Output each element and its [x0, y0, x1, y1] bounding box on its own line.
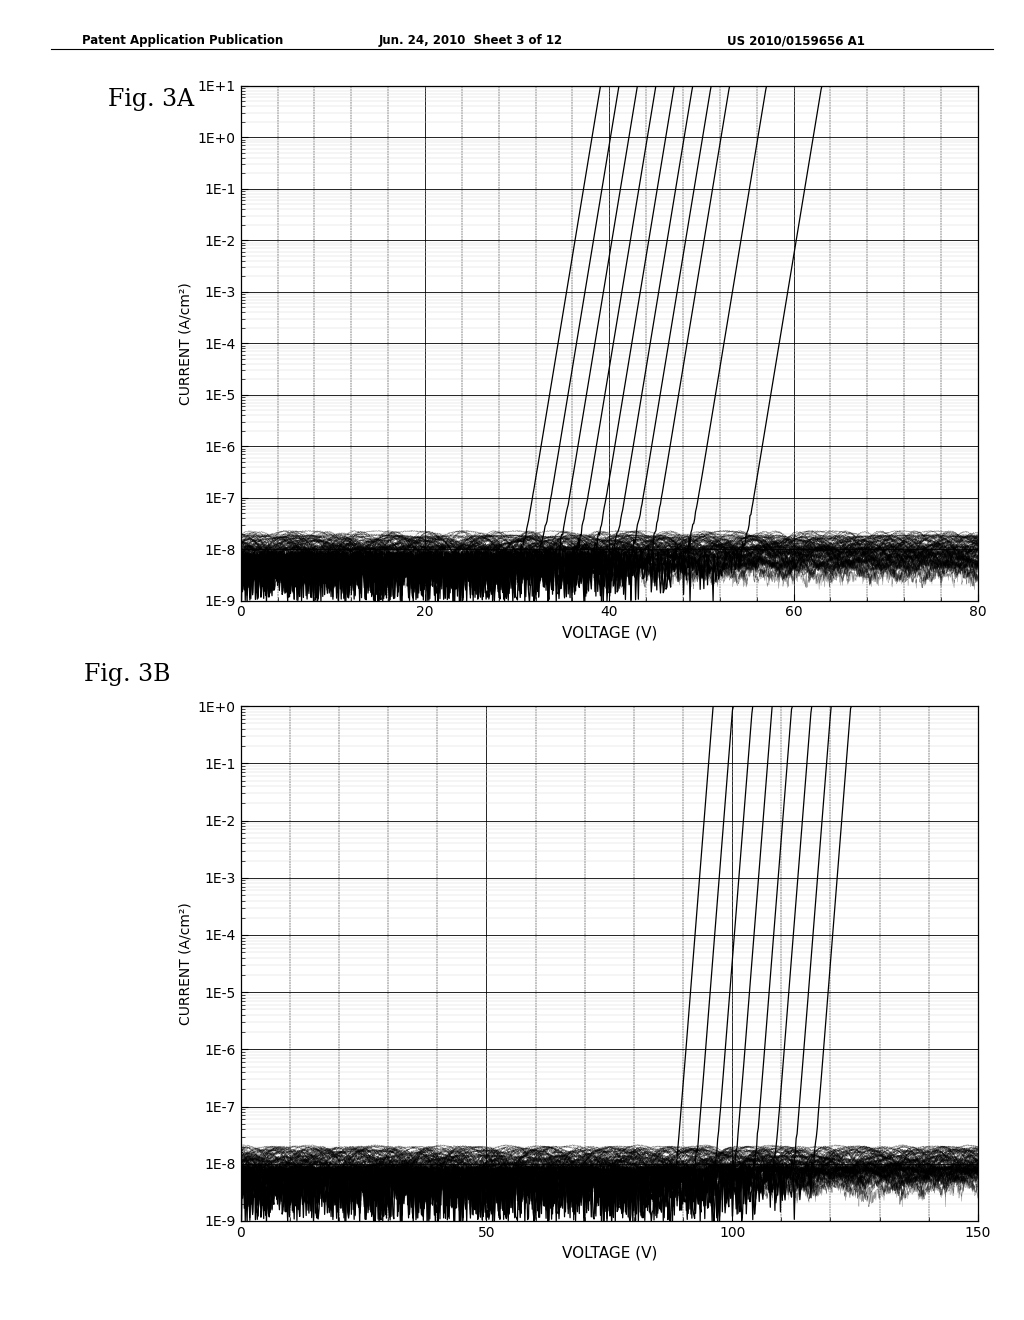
- Text: Fig. 3B: Fig. 3B: [84, 663, 170, 685]
- Y-axis label: CURRENT (A/cm²): CURRENT (A/cm²): [178, 282, 193, 404]
- X-axis label: VOLTAGE (V): VOLTAGE (V): [561, 1245, 657, 1261]
- Text: US 2010/0159656 A1: US 2010/0159656 A1: [727, 34, 865, 48]
- Text: Patent Application Publication: Patent Application Publication: [82, 34, 284, 48]
- Text: Fig. 3A: Fig. 3A: [108, 88, 194, 111]
- Y-axis label: CURRENT (A/cm²): CURRENT (A/cm²): [178, 903, 193, 1024]
- Text: Jun. 24, 2010  Sheet 3 of 12: Jun. 24, 2010 Sheet 3 of 12: [379, 34, 563, 48]
- X-axis label: VOLTAGE (V): VOLTAGE (V): [561, 624, 657, 640]
